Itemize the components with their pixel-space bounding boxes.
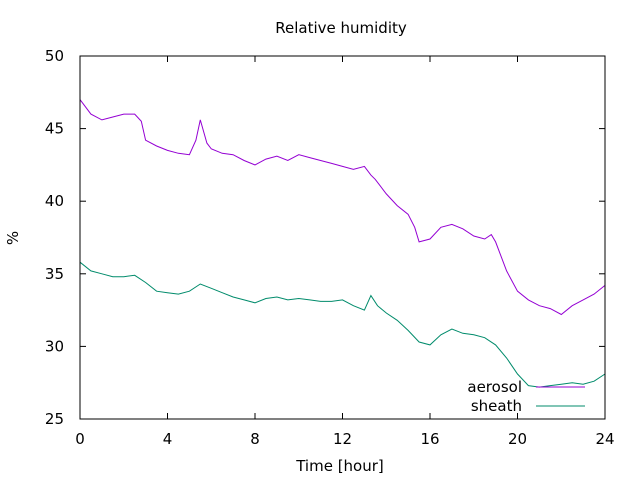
legend-label-aerosol: aerosol xyxy=(467,378,522,396)
legend-label-sheath: sheath xyxy=(471,397,522,415)
y-tick-label: 45 xyxy=(45,120,64,138)
x-tick-label: 16 xyxy=(420,430,439,448)
y-axis-label: % xyxy=(4,231,22,245)
y-tick-label: 25 xyxy=(45,410,64,428)
y-tick-label: 30 xyxy=(45,337,64,355)
y-tick-label: 40 xyxy=(45,192,64,210)
plot-layer xyxy=(79,99,606,388)
y-tick-label: 50 xyxy=(45,47,64,65)
series-line-sheath xyxy=(79,261,606,388)
axis-layer: 0 4 8 12 16 20 24 25 30 35 40 45 50 xyxy=(45,47,615,448)
x-axis-label: Time [hour] xyxy=(295,457,384,475)
x-tick-label: 24 xyxy=(595,430,614,448)
x-tick-label: 20 xyxy=(508,430,527,448)
x-tick-label: 0 xyxy=(75,430,85,448)
chart-title: Relative humidity xyxy=(275,19,407,37)
x-tick-label: 8 xyxy=(250,430,260,448)
y-tick-label: 35 xyxy=(45,265,64,283)
x-tick-label: 4 xyxy=(163,430,173,448)
x-tick-label: 12 xyxy=(333,430,352,448)
series-line-aerosol xyxy=(79,99,606,316)
